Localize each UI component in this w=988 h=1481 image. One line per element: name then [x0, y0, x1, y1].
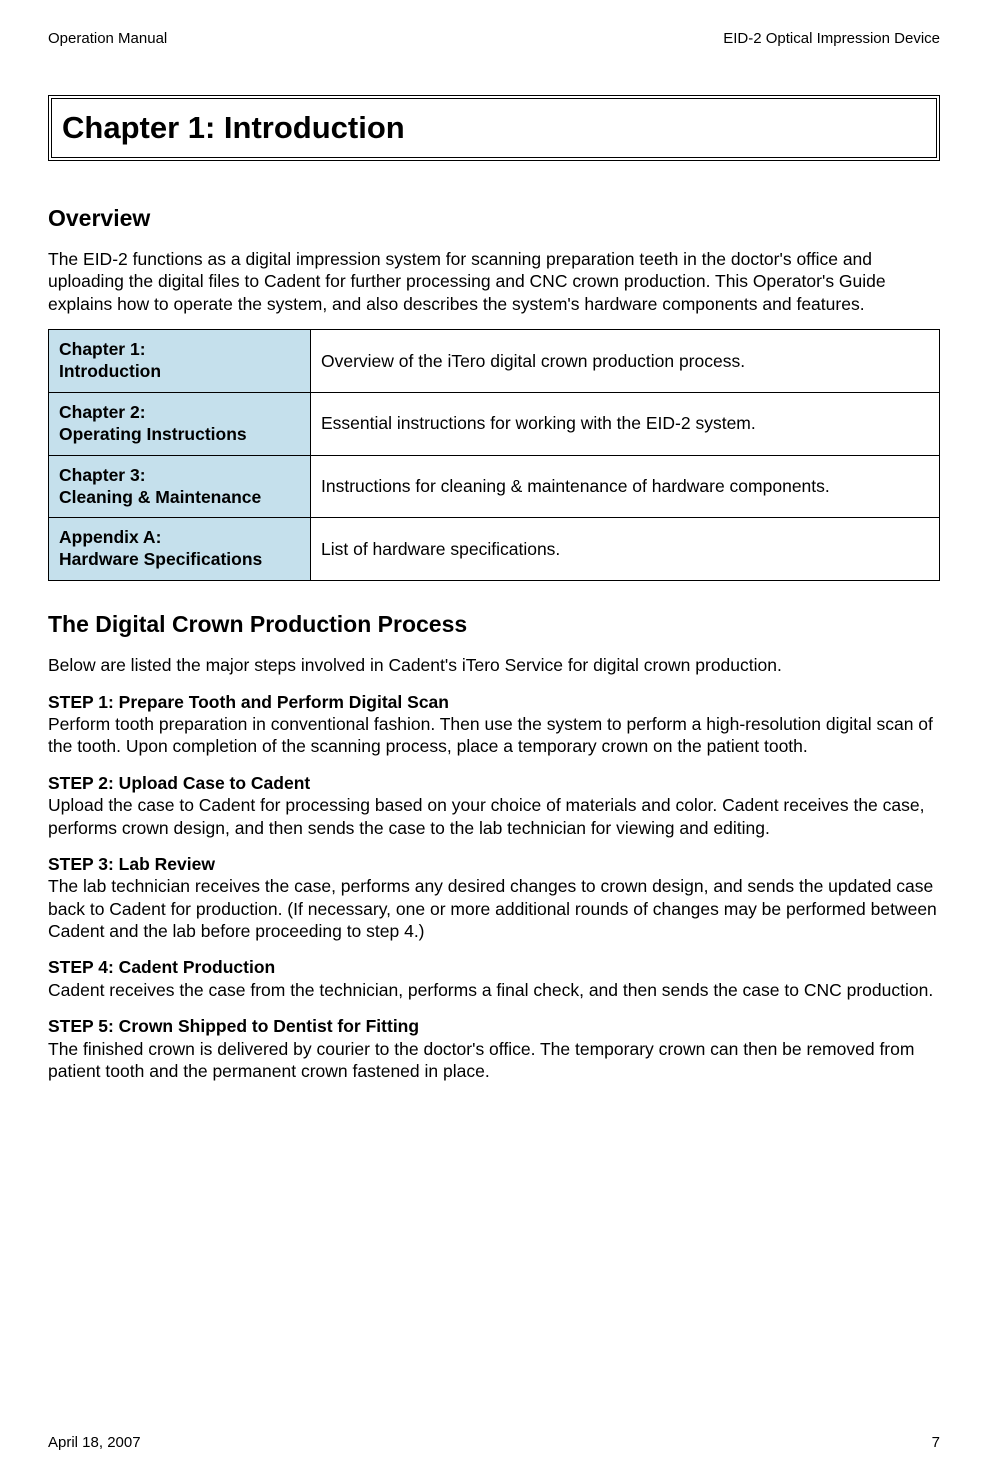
- chapter-description-cell: Overview of the iTero digital crown prod…: [311, 330, 940, 393]
- process-heading: The Digital Crown Production Process: [48, 611, 940, 638]
- chapters-table: Chapter 1:IntroductionOverview of the iT…: [48, 329, 940, 581]
- footer-right: 7: [932, 1434, 940, 1451]
- chapter-label-line1: Chapter 2:: [59, 402, 146, 422]
- chapter-description-cell: Instructions for cleaning & maintenance …: [311, 455, 940, 518]
- chapter-label-cell: Chapter 3:Cleaning & Maintenance: [49, 455, 311, 518]
- overview-heading: Overview: [48, 205, 940, 232]
- chapter-label-line2: Hardware Specifications: [59, 549, 262, 569]
- footer-left: April 18, 2007: [48, 1434, 141, 1451]
- chapter-label-line1: Appendix A:: [59, 527, 161, 547]
- step-block: STEP 4: Cadent ProductionCadent receives…: [48, 956, 940, 1001]
- step-title: STEP 5: Crown Shipped to Dentist for Fit…: [48, 1015, 940, 1037]
- chapter-title: Chapter 1: Introduction: [62, 110, 926, 146]
- step-block: STEP 3: Lab ReviewThe lab technician rec…: [48, 853, 940, 943]
- table-row: Chapter 2:Operating InstructionsEssentia…: [49, 392, 940, 455]
- table-row: Appendix A:Hardware SpecificationsList o…: [49, 518, 940, 581]
- step-body: Perform tooth preparation in conventiona…: [48, 713, 940, 758]
- page-footer: April 18, 2007 7: [48, 1434, 940, 1451]
- chapter-description-cell: Essential instructions for working with …: [311, 392, 940, 455]
- table-row: Chapter 1:IntroductionOverview of the iT…: [49, 330, 940, 393]
- chapter-label-line2: Introduction: [59, 361, 161, 381]
- page-header: Operation Manual EID-2 Optical Impressio…: [48, 30, 940, 47]
- chapter-label-line2: Operating Instructions: [59, 424, 247, 444]
- step-block: STEP 2: Upload Case to CadentUpload the …: [48, 772, 940, 839]
- process-intro: Below are listed the major steps involve…: [48, 654, 940, 676]
- step-body: Cadent receives the case from the techni…: [48, 979, 940, 1001]
- step-title: STEP 2: Upload Case to Cadent: [48, 772, 940, 794]
- step-body: The finished crown is delivered by couri…: [48, 1038, 940, 1083]
- step-block: STEP 5: Crown Shipped to Dentist for Fit…: [48, 1015, 940, 1082]
- chapter-title-box: Chapter 1: Introduction: [48, 95, 940, 161]
- overview-paragraph: The EID-2 functions as a digital impress…: [48, 248, 940, 315]
- step-title: STEP 4: Cadent Production: [48, 956, 940, 978]
- step-title: STEP 1: Prepare Tooth and Perform Digita…: [48, 691, 940, 713]
- chapter-label-line1: Chapter 1:: [59, 339, 146, 359]
- chapter-label-cell: Chapter 2:Operating Instructions: [49, 392, 311, 455]
- chapter-title-inner: Chapter 1: Introduction: [51, 98, 937, 158]
- chapter-label-cell: Chapter 1:Introduction: [49, 330, 311, 393]
- step-body: The lab technician receives the case, pe…: [48, 875, 940, 942]
- step-block: STEP 1: Prepare Tooth and Perform Digita…: [48, 691, 940, 758]
- chapter-label-line2: Cleaning & Maintenance: [59, 487, 261, 507]
- chapter-label-cell: Appendix A:Hardware Specifications: [49, 518, 311, 581]
- step-title: STEP 3: Lab Review: [48, 853, 940, 875]
- table-row: Chapter 3:Cleaning & MaintenanceInstruct…: [49, 455, 940, 518]
- chapter-description-cell: List of hardware specifications.: [311, 518, 940, 581]
- header-left: Operation Manual: [48, 30, 167, 47]
- chapter-label-line1: Chapter 3:: [59, 465, 146, 485]
- step-body: Upload the case to Cadent for processing…: [48, 794, 940, 839]
- header-right: EID-2 Optical Impression Device: [723, 30, 940, 47]
